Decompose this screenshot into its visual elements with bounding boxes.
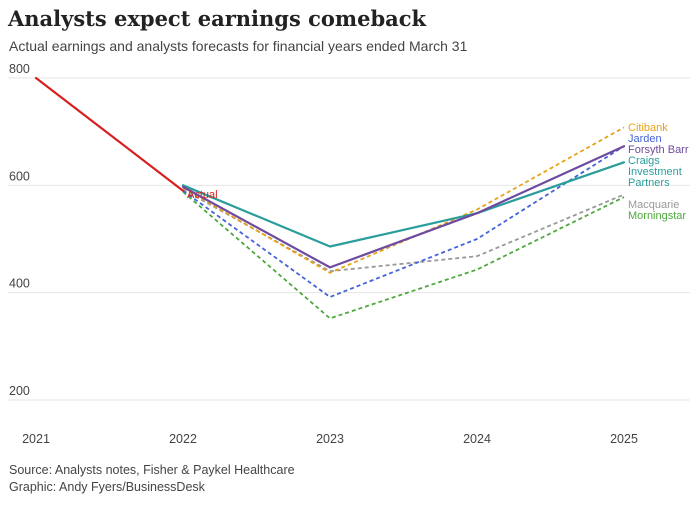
series-label-forsyth-barr: Forsyth Barr [628, 144, 689, 156]
series-label-jarden: Jarden [628, 133, 662, 145]
y-tick-label-600: 600 [9, 169, 30, 183]
series-label-morningstar: Morningstar [628, 210, 686, 222]
x-tick-label-2023: 2023 [316, 432, 344, 446]
series-label-citibank: Citibank [628, 122, 668, 134]
chart-title: Analysts expect earnings comeback [8, 6, 427, 31]
x-tick-label-2024: 2024 [463, 432, 491, 446]
y-tick-label-400: 400 [9, 277, 30, 291]
series-label-actual: Actual [187, 189, 218, 201]
series-label-craigs-investment-partners: Craigs [628, 155, 660, 167]
graphic-credit: Graphic: Andy Fyers/BusinessDesk [9, 480, 205, 494]
series-line-morningstar [182, 191, 625, 320]
series-label-craigs-investment-partners: Partners [628, 177, 670, 189]
source-note: Source: Analysts notes, Fisher & Paykel … [9, 463, 295, 477]
series-line-jarden [182, 145, 625, 298]
chart-footer: Source: Analysts notes, Fisher & Paykel … [9, 462, 295, 496]
chart-subtitle: Actual earnings and analysts forecasts f… [9, 38, 468, 54]
series-line-actual [34, 76, 185, 192]
series-line-forsyth-barr [181, 145, 626, 269]
series-label-macquarie: Macquarie [628, 199, 679, 211]
series-line-citibank [182, 126, 625, 274]
x-tick-label-2021: 2021 [22, 432, 50, 446]
x-tick-label-2025: 2025 [610, 432, 638, 446]
series-line-craigs-investment-partners [181, 161, 626, 248]
y-tick-label-200: 200 [9, 384, 30, 398]
y-tick-label-800: 800 [9, 62, 30, 76]
x-tick-label-2022: 2022 [169, 432, 197, 446]
series-label-craigs-investment-partners: Investment [628, 166, 682, 178]
